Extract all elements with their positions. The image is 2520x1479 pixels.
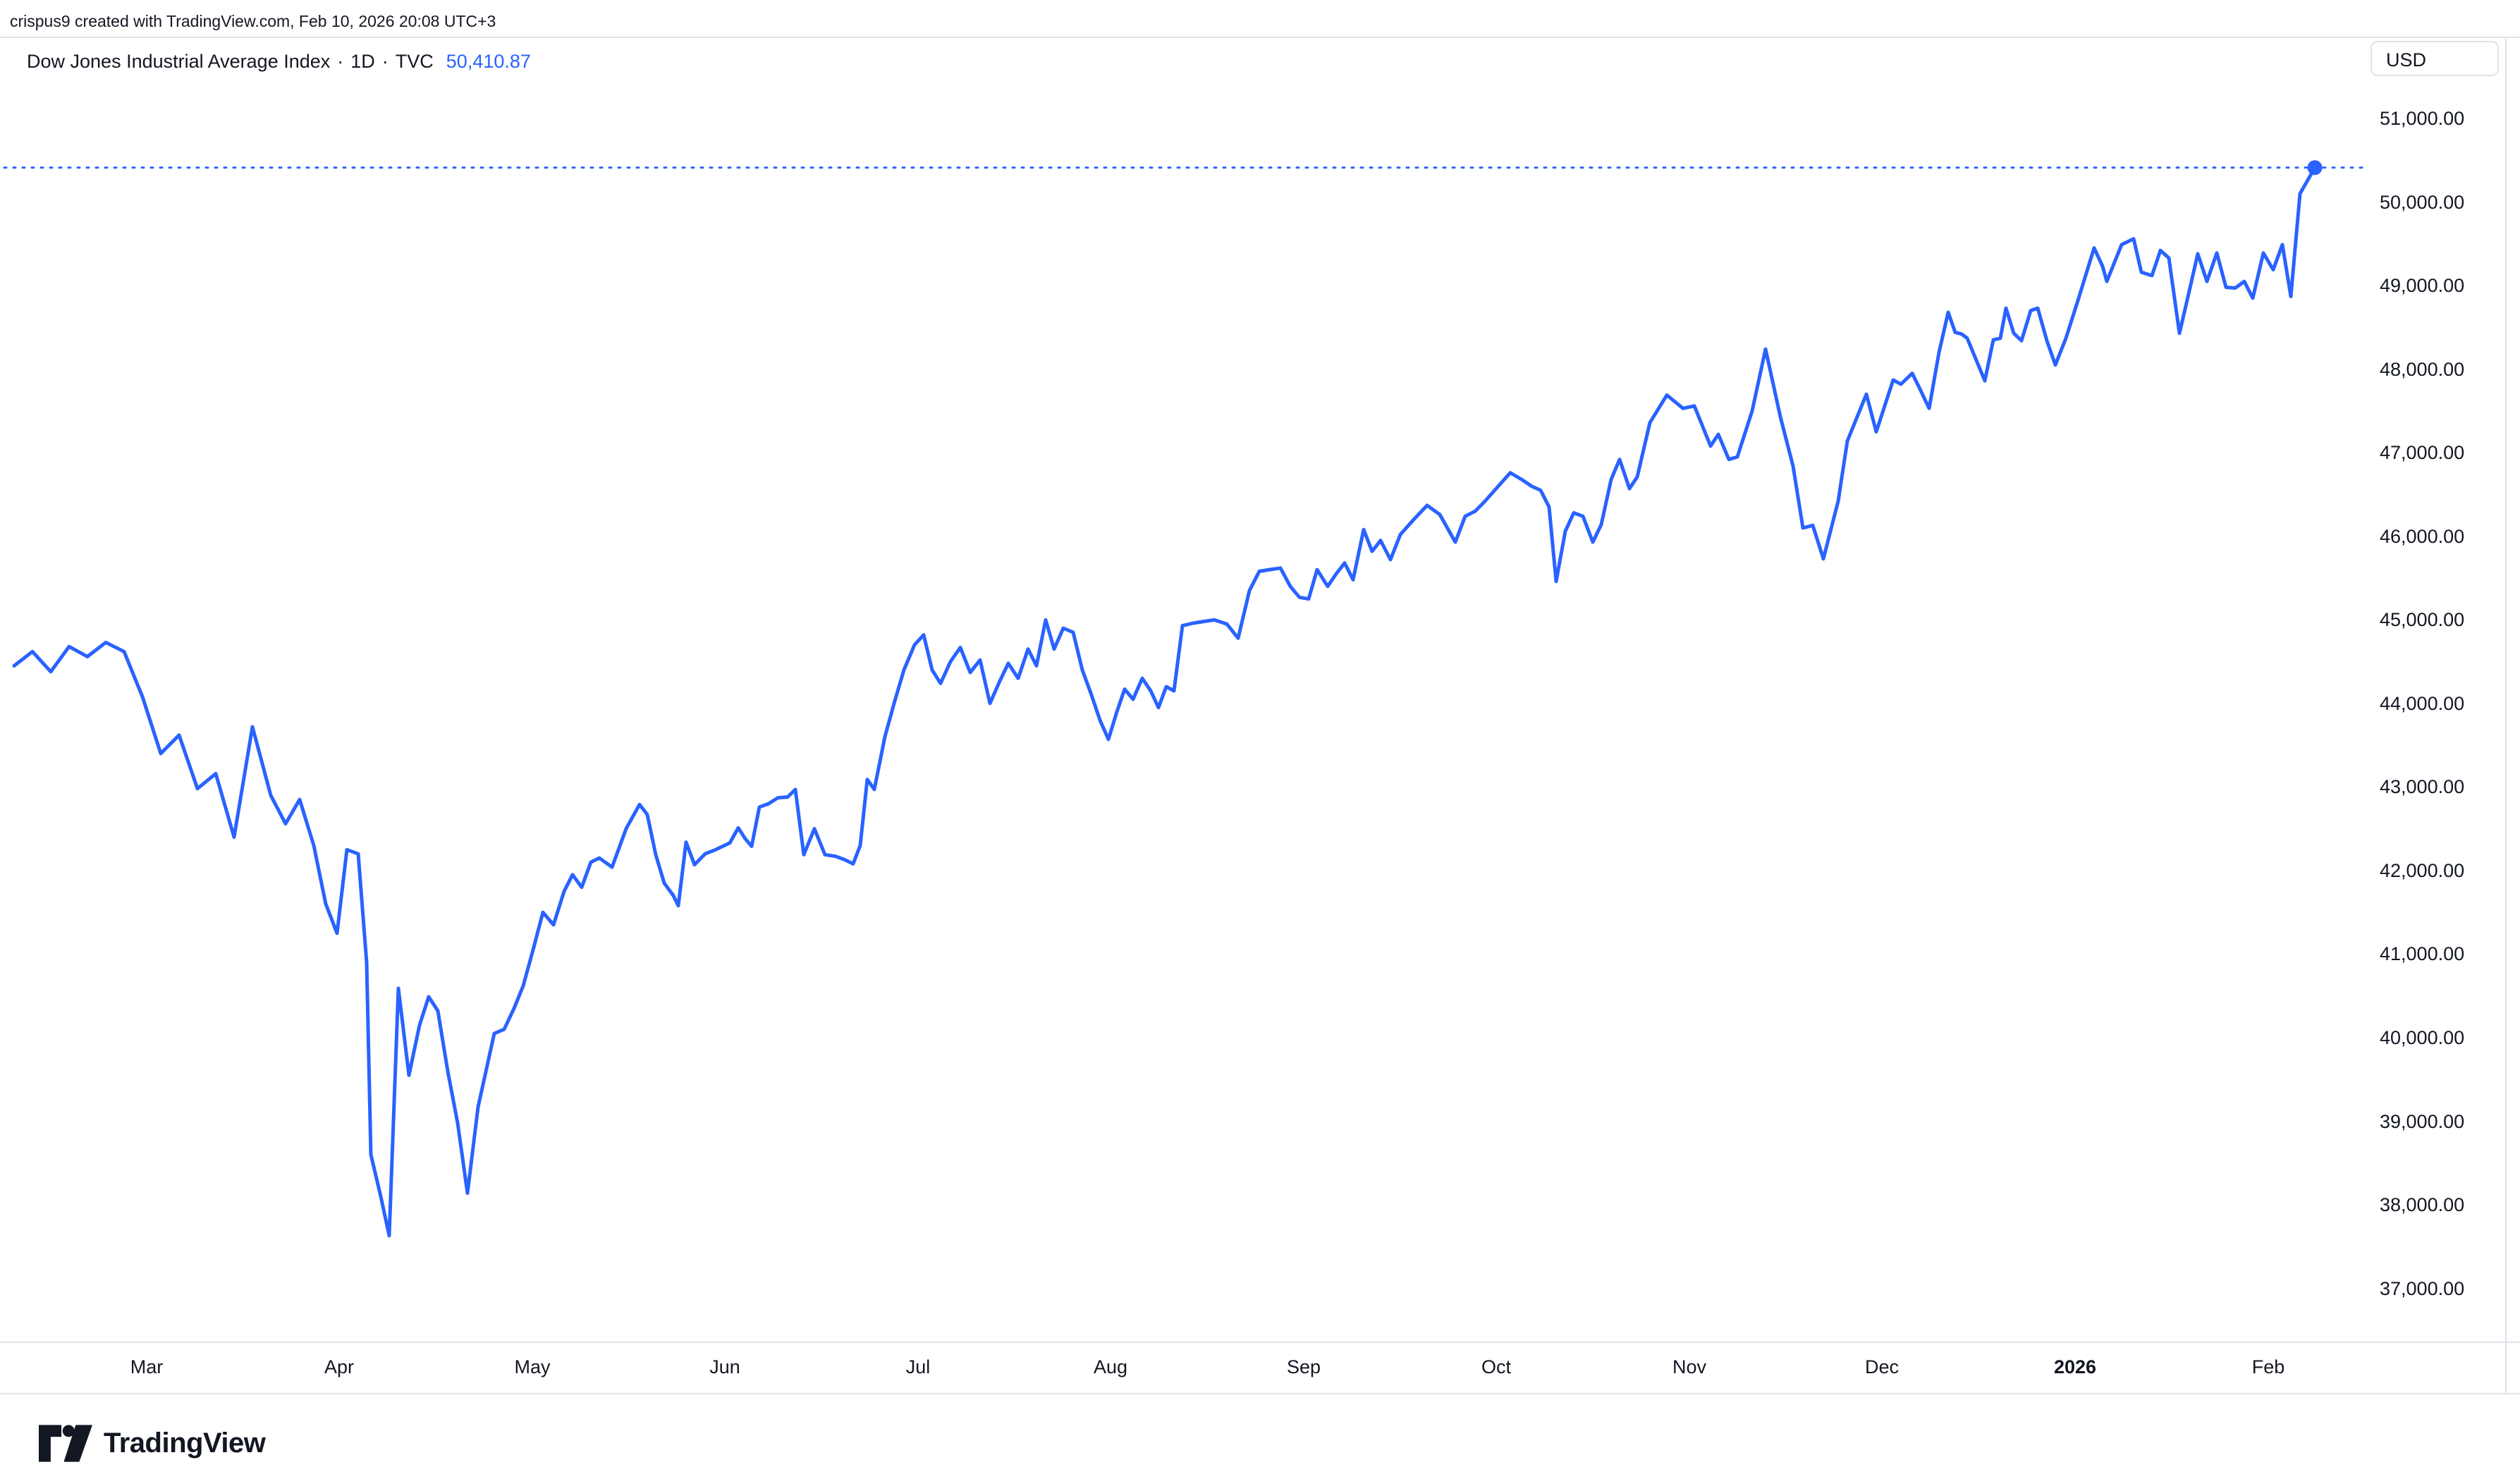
price-axis-label: 42,000.00: [2380, 859, 2465, 881]
price-scale[interactable]: [2366, 37, 2505, 1342]
time-axis-top-border: [0, 1342, 2520, 1343]
legend-separator: ·: [337, 51, 344, 72]
legend-separator: ·: [381, 51, 389, 72]
interval-label[interactable]: 1D: [350, 51, 375, 72]
time-axis-label: 2026: [2053, 1356, 2097, 1377]
exchange-label[interactable]: TVC: [395, 51, 434, 72]
last-price-value: 50,410.87: [446, 51, 531, 72]
price-axis-label: 39,000.00: [2380, 1110, 2465, 1132]
price-axis-label: 49,000.00: [2380, 275, 2465, 297]
time-scale[interactable]: [0, 1342, 2520, 1393]
price-axis-border: [2505, 37, 2507, 1394]
price-axis-label: 50,000.00: [2380, 191, 2465, 213]
time-axis-label: Sep: [1286, 1356, 1321, 1377]
time-axis-label: Mar: [130, 1356, 164, 1377]
time-axis-label: Feb: [2251, 1356, 2285, 1377]
tradingview-logo-text: TradingView: [104, 1428, 266, 1459]
price-axis-label: 37,000.00: [2380, 1277, 2465, 1299]
price-line-series[interactable]: [12, 166, 2317, 1238]
attribution-text: crispus9 created with TradingView.com, F…: [10, 12, 496, 30]
time-axis-bottom-border: [0, 1393, 2520, 1394]
time-axis-label: May: [514, 1356, 551, 1377]
price-axis-label: 44,000.00: [2380, 692, 2465, 714]
price-axis-label: 48,000.00: [2380, 358, 2465, 380]
currency-toggle-button[interactable]: USD: [2371, 41, 2499, 76]
price-axis-label: 41,000.00: [2380, 943, 2465, 965]
price-axis-label: 47,000.00: [2380, 442, 2465, 464]
time-axis-label: Apr: [324, 1356, 355, 1377]
time-axis-label: Jul: [905, 1356, 931, 1377]
time-axis-label: Oct: [1481, 1356, 1512, 1377]
symbol-title[interactable]: Dow Jones Industrial Average Index: [27, 51, 331, 72]
tradingview-logo-link[interactable]: TradingView: [39, 1425, 266, 1462]
time-axis-label: Aug: [1093, 1356, 1128, 1377]
time-axis-label: Jun: [709, 1356, 740, 1377]
price-axis-label: 45,000.00: [2380, 609, 2465, 631]
price-axis-label: 40,000.00: [2380, 1026, 2465, 1048]
chart-legend: Dow Jones Industrial Average Index · 1D · TV…: [27, 49, 531, 73]
price-axis-label: 38,000.00: [2380, 1194, 2465, 1216]
chart-top-border: [0, 37, 2520, 38]
time-axis-label: Dec: [1864, 1356, 1900, 1377]
price-axis-label: 43,000.00: [2380, 776, 2465, 798]
tradingview-logo-icon: [39, 1425, 92, 1462]
last-price-marker: [2307, 160, 2323, 176]
price-axis-label: 46,000.00: [2380, 525, 2465, 547]
time-axis-label: Nov: [1672, 1356, 1707, 1377]
price-axis-label: 51,000.00: [2380, 108, 2465, 129]
